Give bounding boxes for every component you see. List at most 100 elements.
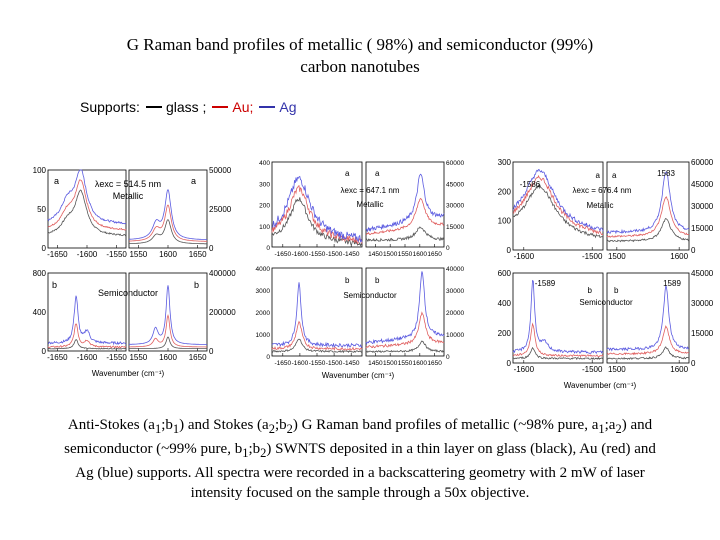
x-tick-label: -1550 (309, 251, 326, 258)
x-tick-label: -1550 (309, 360, 326, 367)
y-tick-label: 45000 (691, 180, 714, 189)
x-tick-label: 1450 (368, 251, 383, 258)
y-tick-label: 0 (691, 359, 696, 368)
x-tick-label: 1550 (398, 360, 413, 367)
caption-sub: 1 (598, 422, 605, 436)
caption-sub: 2 (268, 422, 275, 436)
x-tick-label: -1550 (106, 250, 127, 259)
x-tick-label: -1500 (582, 252, 603, 261)
y-tick-label: 300 (498, 158, 512, 167)
x-tick-label: -1600 (292, 251, 309, 258)
supports-legend: Supports: glass ; Au; Ag (80, 99, 297, 115)
x-tick-label: 1650 (427, 251, 442, 258)
legend-item-ag: Ag (259, 99, 297, 115)
panel-label-b6: b (614, 286, 619, 295)
y-tick-label: 0 (507, 246, 512, 255)
series-glass-a4 (365, 226, 445, 243)
y-tick-label: 100 (498, 217, 512, 226)
y-tick-label: 400 (498, 299, 512, 308)
ag-swatch (259, 106, 276, 108)
panel-label-b1: b (52, 280, 57, 290)
y-tick-label: 0 (691, 246, 696, 255)
plot-frame (512, 161, 604, 251)
panel-label-a2: a (191, 176, 196, 186)
legend-item-au: Au; (212, 99, 253, 115)
y-tick-label: 200000 (209, 308, 236, 317)
series-ag-a5 (512, 169, 604, 232)
legend-item-glass: glass ; (145, 99, 206, 115)
caption-text: ;b (248, 441, 261, 457)
label-semiconductor-1: Semiconductor (98, 288, 158, 298)
x-tick-label: -1550 (106, 353, 127, 362)
x-tick-label: -1650 (47, 353, 68, 362)
series-glass-b1 (48, 339, 127, 350)
y-tick-label: 30000 (691, 202, 714, 211)
y-tick-label: 600 (498, 269, 512, 278)
glass-swatch (145, 106, 162, 108)
y-tick-label: 15000 (446, 224, 464, 231)
y-tick-label: 15000 (691, 224, 714, 233)
x-tick-label: -1600 (292, 360, 309, 367)
caption-text: ) G Raman band profiles of metallic (~98… (292, 417, 599, 433)
y-tick-label: 0 (446, 354, 450, 361)
y-tick-label: 40000 (446, 266, 464, 273)
y-tick-label: 10000 (446, 332, 464, 339)
label-semiconductor-3: Semiconductor (579, 298, 633, 307)
annotation-peak-b6: 1589 (663, 279, 681, 288)
panel-label-a5: a (596, 171, 601, 180)
x-tick-label: -1600 (77, 250, 98, 259)
series-glass-a5 (512, 184, 603, 239)
y-tick-label: 1000 (256, 332, 271, 339)
label-metallic-1: Metallic (113, 191, 144, 201)
y-tick-label: 0 (209, 244, 214, 253)
title-line-2: carbon nanotubes (300, 57, 420, 76)
caption-sub: 2 (615, 422, 622, 436)
series-au-a2 (129, 204, 207, 242)
panel-label-a1: a (54, 176, 59, 186)
y-tick-label: 2000 (256, 310, 271, 317)
caption-text: ;b (161, 417, 173, 433)
series-au-a5 (512, 174, 604, 236)
panel-label-a3: a (345, 169, 350, 178)
y-tick-label: 60000 (446, 160, 464, 167)
caption-sub: 2 (260, 446, 267, 460)
series-au-a1 (47, 179, 127, 231)
x-tick-label: 1600 (670, 365, 688, 374)
legend-label-ag: Ag (279, 99, 297, 115)
supports-prefix: Supports: (80, 99, 140, 115)
x-tick-label: 1500 (383, 360, 398, 367)
caption-text: ) and semiconductor (~99% pure, b (64, 417, 653, 457)
x-tick-label: -1650 (47, 250, 68, 259)
series-glass-b2 (129, 336, 207, 349)
series-au-a3 (271, 185, 363, 245)
x-tick-label: 1600 (159, 353, 177, 362)
plot-frame (512, 272, 604, 364)
y-tick-label: 0 (266, 354, 270, 361)
y-tick-label: 30000 (446, 288, 464, 295)
series-ag-b6 (606, 285, 690, 352)
x-tick-label: 1650 (427, 360, 442, 367)
y-tick-label: 30000 (446, 203, 464, 210)
panel-label-b5: b (588, 286, 593, 295)
caption-text: ;a (604, 417, 616, 433)
y-tick-label: 50000 (209, 166, 232, 175)
x-axis-title-3: Wavenumber (cm⁻¹) (564, 381, 637, 390)
label-metallic-2: Metallic (356, 200, 383, 209)
series-glass-a6 (606, 217, 690, 243)
series-au-b5 (512, 322, 604, 358)
y-tick-label: 800 (33, 269, 47, 278)
caption-sub: 1 (242, 446, 249, 460)
series-ag-a3 (271, 175, 363, 243)
annotation-peak-a5: -1586 (520, 180, 541, 189)
y-tick-label: 50 (37, 205, 46, 214)
series-ag-b5 (512, 279, 604, 354)
series-au-a4 (365, 197, 445, 236)
y-tick-label: 30000 (691, 299, 714, 308)
series-glass-b6 (606, 346, 690, 360)
series-ag-a4 (366, 173, 445, 233)
label-semiconductor-2: Semiconductor (343, 291, 397, 300)
x-tick-label: -1600 (77, 353, 98, 362)
x-tick-label: -1600 (514, 365, 535, 374)
x-tick-label: 1550 (129, 250, 147, 259)
